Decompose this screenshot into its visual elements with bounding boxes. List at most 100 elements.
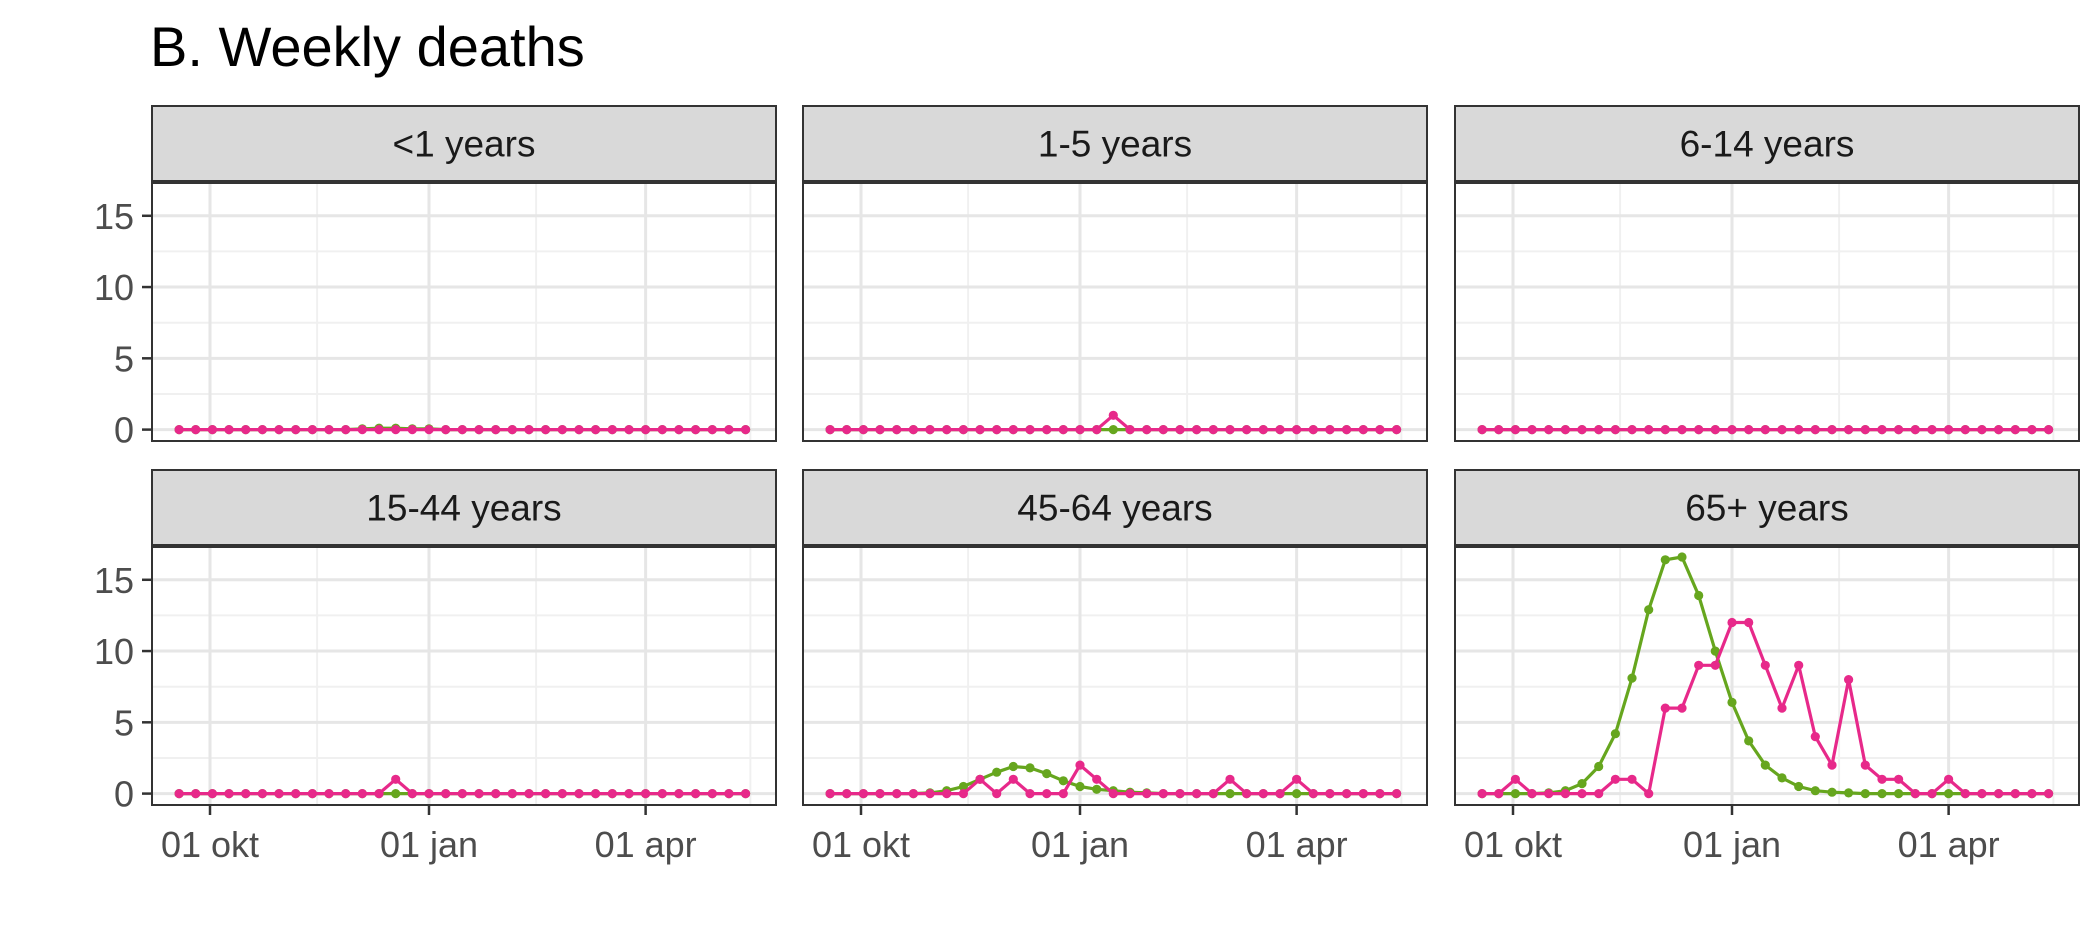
data-point bbox=[691, 789, 701, 799]
data-point bbox=[424, 425, 434, 435]
panel-background bbox=[152, 183, 776, 441]
data-point bbox=[1125, 789, 1135, 799]
data-point bbox=[908, 789, 919, 799]
data-point bbox=[541, 425, 551, 435]
data-point bbox=[1158, 425, 1168, 435]
data-point bbox=[1744, 617, 1754, 628]
data-point bbox=[842, 425, 852, 435]
x-tick-label: 01 jan bbox=[380, 824, 478, 865]
data-point bbox=[1577, 789, 1587, 799]
data-point bbox=[1994, 789, 2004, 799]
data-point bbox=[825, 425, 835, 435]
data-point bbox=[1075, 760, 1085, 770]
data-point bbox=[1860, 760, 1870, 770]
data-point bbox=[507, 425, 517, 435]
facet-strip-label: <1 years bbox=[393, 124, 536, 165]
data-point bbox=[607, 789, 617, 799]
data-point bbox=[2027, 425, 2037, 435]
data-point bbox=[1544, 425, 1554, 435]
facet-panel: 1-5 years bbox=[802, 105, 1428, 442]
data-point bbox=[1025, 789, 1035, 799]
data-point bbox=[1560, 425, 1570, 435]
data-point bbox=[1025, 763, 1035, 773]
data-point bbox=[241, 789, 251, 799]
data-point bbox=[1860, 789, 1870, 799]
data-point bbox=[1242, 425, 1252, 435]
data-point bbox=[958, 425, 969, 435]
x-tick-label: 01 apr bbox=[1898, 824, 2000, 865]
data-point bbox=[491, 789, 501, 799]
data-point bbox=[591, 789, 601, 799]
data-point bbox=[424, 789, 434, 799]
data-point bbox=[1258, 789, 1268, 799]
data-point bbox=[1192, 789, 1202, 799]
y-tick-label: 0 bbox=[114, 774, 134, 815]
data-point bbox=[1560, 789, 1570, 799]
data-point bbox=[1810, 425, 1820, 435]
data-point bbox=[925, 789, 935, 799]
data-point bbox=[274, 789, 284, 799]
data-point bbox=[958, 781, 969, 792]
data-point bbox=[557, 425, 567, 435]
data-point bbox=[1610, 774, 1620, 784]
data-point bbox=[875, 425, 885, 435]
data-point bbox=[925, 425, 935, 435]
data-point bbox=[1092, 425, 1102, 435]
data-point bbox=[1927, 425, 1937, 435]
data-point bbox=[1058, 789, 1068, 799]
data-point bbox=[1744, 736, 1754, 746]
data-point bbox=[1660, 555, 1670, 565]
data-point bbox=[1760, 760, 1770, 770]
data-point bbox=[1527, 789, 1537, 799]
data-point bbox=[1844, 425, 1854, 435]
data-point bbox=[2010, 425, 2020, 435]
data-point bbox=[374, 425, 384, 435]
data-point bbox=[1644, 605, 1654, 615]
data-point bbox=[1860, 425, 1870, 435]
data-point bbox=[1694, 590, 1704, 601]
data-point bbox=[1727, 617, 1737, 628]
data-point bbox=[1342, 789, 1352, 799]
data-point bbox=[1008, 761, 1018, 772]
data-point bbox=[992, 425, 1002, 435]
data-point bbox=[1844, 675, 1854, 685]
y-tick-label: 10 bbox=[94, 267, 134, 308]
data-point bbox=[707, 789, 717, 799]
data-point bbox=[1510, 789, 1520, 799]
data-point bbox=[1794, 781, 1804, 792]
data-point bbox=[607, 425, 617, 435]
data-point bbox=[657, 425, 667, 435]
data-point bbox=[1927, 789, 1937, 799]
data-point bbox=[674, 789, 684, 799]
data-point bbox=[858, 789, 869, 799]
data-point bbox=[1292, 789, 1302, 799]
data-point bbox=[1042, 769, 1052, 779]
chart-title: B. Weekly deaths bbox=[150, 15, 585, 78]
data-point bbox=[992, 767, 1002, 777]
data-point bbox=[241, 425, 251, 435]
data-point bbox=[1944, 425, 1954, 435]
data-point bbox=[574, 425, 584, 435]
data-point bbox=[174, 425, 184, 435]
facet-strip bbox=[802, 105, 1428, 182]
data-point bbox=[207, 789, 217, 799]
data-point bbox=[1175, 789, 1185, 799]
data-point bbox=[357, 425, 367, 435]
data-point bbox=[1794, 425, 1804, 435]
data-point bbox=[1877, 774, 1887, 784]
data-point bbox=[1727, 425, 1737, 435]
data-point bbox=[441, 789, 451, 799]
data-point bbox=[191, 425, 201, 435]
data-point bbox=[1175, 425, 1185, 435]
data-point bbox=[391, 774, 401, 784]
data-point bbox=[1477, 789, 1487, 799]
data-point bbox=[257, 425, 267, 435]
data-point bbox=[307, 425, 317, 435]
x-tick-label: 01 jan bbox=[1683, 824, 1781, 865]
data-point bbox=[224, 425, 234, 435]
data-point bbox=[491, 425, 501, 435]
data-point bbox=[1510, 774, 1520, 784]
data-point bbox=[1610, 425, 1620, 435]
data-point bbox=[1810, 786, 1820, 796]
data-point bbox=[1910, 425, 1920, 435]
